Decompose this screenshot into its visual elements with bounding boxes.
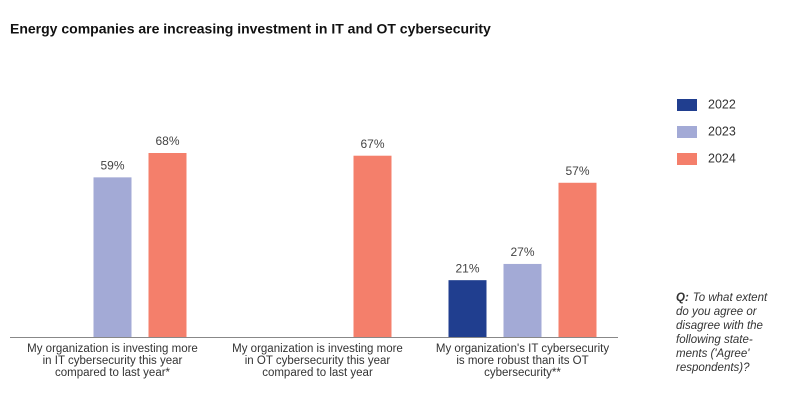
bar — [93, 177, 132, 337]
x-tick-label: compared to last year — [262, 367, 373, 379]
x-tick-label: is more robust than its OT — [456, 355, 588, 367]
note-text: To what extent — [693, 292, 768, 304]
value-label: 67% — [360, 137, 384, 151]
chart-title: Energy companies are increasing investme… — [10, 21, 491, 37]
note-line: ments ('Agree' — [676, 348, 750, 360]
value-label: 57% — [565, 164, 589, 178]
value-label: 68% — [155, 134, 179, 148]
x-tick-label: My organization's IT cybersecurity — [436, 343, 610, 355]
legend-label: 2023 — [708, 124, 736, 138]
x-tick-label: in IT cybersecurity this year — [43, 355, 183, 367]
bar — [558, 182, 597, 337]
note-line: respondents)? — [676, 362, 750, 374]
value-label: 21% — [455, 261, 479, 275]
bar — [503, 263, 542, 337]
legend-swatch — [677, 99, 697, 111]
note-line: Q: To what extent — [676, 292, 768, 304]
legend-label: 2022 — [708, 97, 736, 111]
value-label: 59% — [100, 159, 124, 173]
legend-label: 2024 — [708, 151, 736, 165]
value-label: 27% — [510, 245, 534, 259]
x-tick-label: cybersecurity** — [484, 367, 561, 379]
bar — [448, 280, 487, 337]
note-line: following state- — [676, 334, 753, 346]
note-line: do you agree or — [676, 306, 758, 318]
bar — [148, 153, 187, 337]
legend-swatch — [677, 153, 697, 165]
x-tick-label: compared to last year* — [55, 367, 171, 379]
bar — [353, 155, 392, 337]
note-label: Q: — [676, 292, 689, 304]
note-line: disagree with the — [676, 320, 763, 332]
legend-swatch — [677, 126, 697, 138]
x-tick-label: in OT cybersecurity this year — [245, 355, 391, 367]
x-tick-label: My organization is investing more — [27, 343, 198, 355]
x-tick-label: My organization is investing more — [232, 343, 403, 355]
